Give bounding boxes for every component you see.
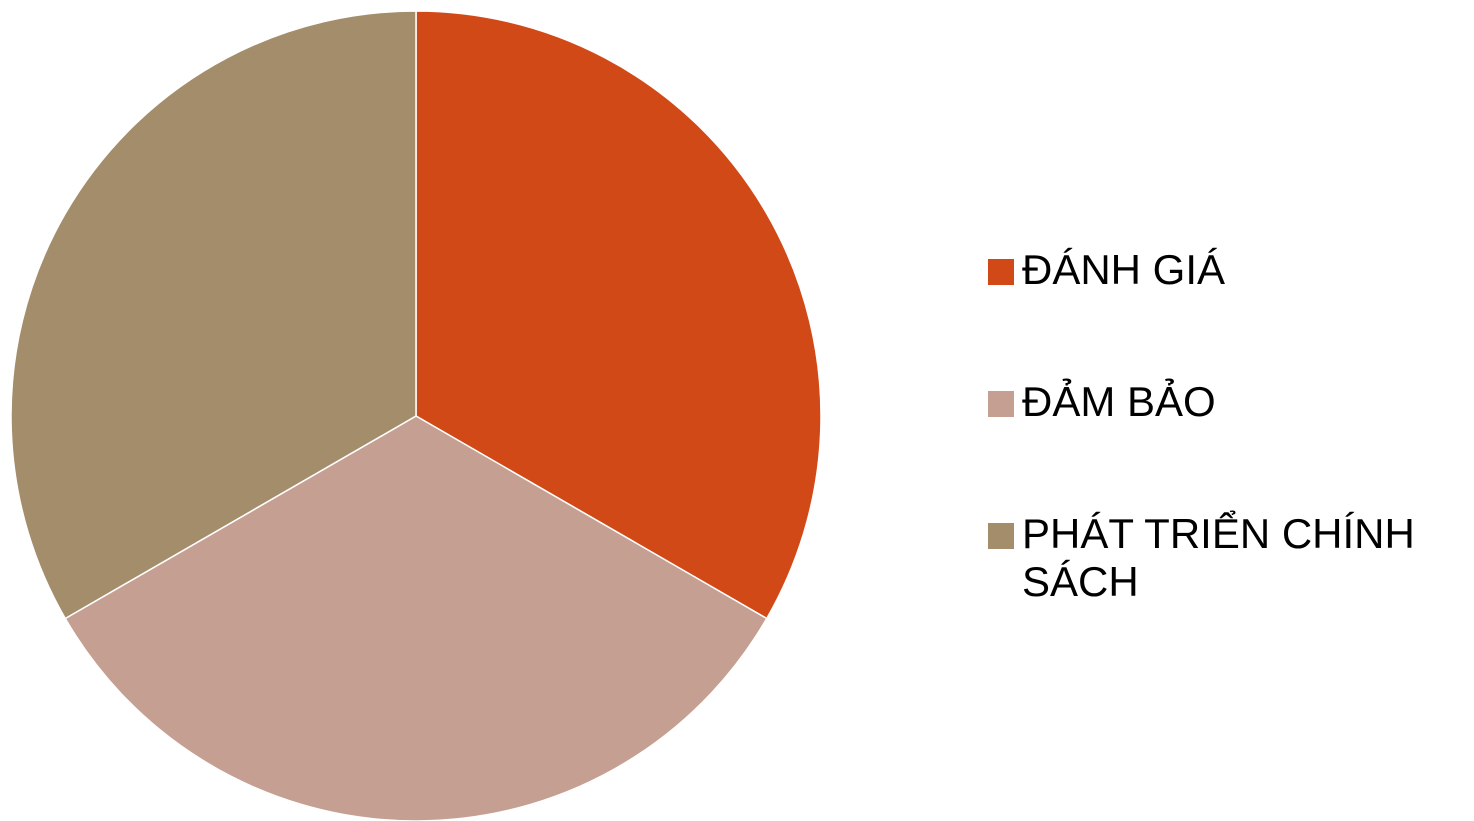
legend-item-phat-trien-chinh-sach: PHÁT TRIỂN CHÍNH SÁCH [988, 510, 1474, 606]
legend-item-dam-bao: ĐẢM BẢO [988, 378, 1474, 426]
legend-item-danh-gia: ĐÁNH GIÁ [988, 246, 1474, 294]
legend-swatch-phat-trien-chinh-sach [988, 523, 1014, 549]
pie-slice-danh-gia [415, 10, 822, 620]
legend-swatch-dam-bao [988, 391, 1014, 417]
legend-swatch-danh-gia [988, 259, 1014, 285]
legend-label-danh-gia: ĐÁNH GIÁ [1022, 246, 1226, 293]
pie-slice-phat-trien-chinh-sach [10, 10, 417, 620]
legend-label-dam-bao: ĐẢM BẢO [1022, 378, 1216, 425]
chart-legend: ĐÁNH GIÁ ĐẢM BẢO PHÁT TRIỂN CHÍNH SÁCH [988, 246, 1474, 606]
pie-plot-area [10, 10, 822, 821]
legend-label-phat-trien-chinh-sach: PHÁT TRIỂN CHÍNH SÁCH [1022, 510, 1415, 605]
